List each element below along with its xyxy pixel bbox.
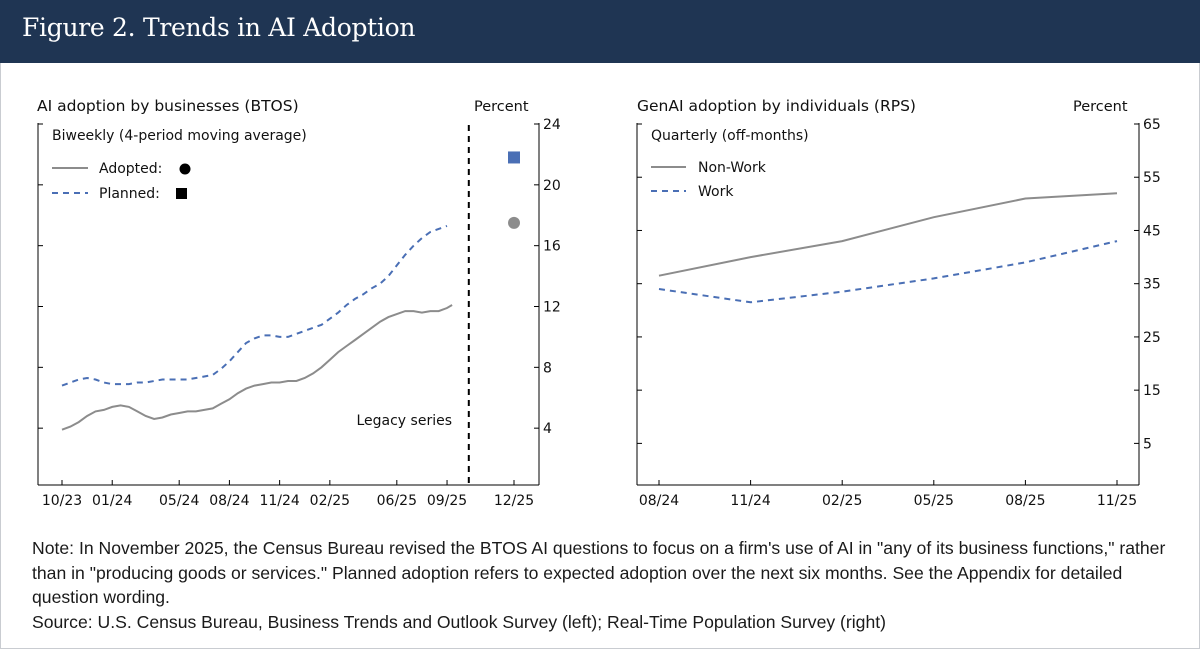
left-series-line-adopted (61, 304, 453, 431)
left-xtick-label: 08/24 (209, 493, 249, 509)
left-xtick-label: 09/25 (427, 493, 467, 509)
right-ytick-label: 35 (1143, 277, 1161, 293)
right-legend-nonwork-label: Non-Work (698, 160, 767, 176)
left-xtick-label: 05/24 (159, 493, 199, 509)
adopted-revised-point (508, 216, 520, 229)
figure-notes: Note: In November 2025, the Census Burea… (32, 536, 1182, 634)
right-xtick-label: 05/25 (914, 493, 954, 509)
left-xtick-label: 12/25 (494, 493, 534, 509)
left-legend-adopted-label: Adopted: (99, 161, 162, 177)
left-xtick-label: 06/25 (377, 493, 417, 509)
left-legend-adopted-marker (179, 163, 191, 175)
left-ytick-label: 16 (543, 239, 561, 255)
left-plot-area: 4 8 12 16 20 24 10/23 01/24 05/24 08/24 11/24 02/25… (37, 117, 561, 509)
left-xtick-label: 02/25 (310, 493, 350, 509)
right-chart-title: GenAI adoption by individuals (RPS) (637, 97, 916, 115)
left-legend-title: Biweekly (4-period moving average) (52, 128, 307, 144)
figure-header: Figure 2. Trends in AI Adoption (0, 0, 1200, 63)
charts-area: AI adoption by businesses (BTOS) Percent… (37, 97, 1161, 509)
left-chart-ylabel: Percent (474, 99, 529, 115)
left-chart: AI adoption by businesses (BTOS) Percent… (37, 97, 561, 509)
right-ytick-label: 65 (1143, 117, 1161, 133)
left-ytick-label: 20 (543, 178, 561, 194)
figure-source: Source: U.S. Census Bureau, Business Tre… (32, 611, 887, 632)
legacy-series-annotation: Legacy series (356, 413, 452, 429)
planned-revised-point (508, 151, 520, 164)
left-xtick-label: 01/24 (92, 493, 132, 509)
left-series-line-planned (61, 224, 448, 387)
right-ytick-label: 45 (1143, 223, 1161, 239)
right-ytick-label: 55 (1143, 170, 1161, 186)
right-plot-area: 5 15 25 35 45 55 65 08/24 11/24 02/25 05/25 08/25 11… (636, 117, 1161, 509)
left-legend-planned-label: Planned: (99, 186, 160, 202)
right-legend-title: Quarterly (off-months) (651, 128, 809, 144)
right-legend-work-label: Work (698, 184, 734, 200)
right-series-line-work (658, 240, 1118, 304)
right-series-line-nonwork (658, 192, 1118, 277)
left-xtick-label: 10/23 (42, 493, 82, 509)
right-ytick-label: 5 (1143, 436, 1152, 452)
right-ytick-label: 25 (1143, 330, 1161, 346)
left-xtick-label: 11/24 (259, 493, 299, 509)
right-xtick-label: 02/25 (822, 493, 862, 509)
figure-title: Figure 2. Trends in AI Adoption (22, 13, 416, 42)
right-ytick-label: 15 (1143, 383, 1161, 399)
left-ytick-label: 4 (543, 421, 552, 437)
right-xtick-label: 11/25 (1097, 493, 1137, 509)
right-chart: GenAI adoption by individuals (RPS) Perc… (636, 97, 1161, 509)
left-ytick-label: 8 (543, 360, 552, 376)
right-xtick-label: 08/24 (639, 493, 679, 509)
right-xtick-label: 11/24 (730, 493, 770, 509)
left-ytick-label: 12 (543, 300, 561, 316)
left-chart-title: AI adoption by businesses (BTOS) (37, 97, 299, 115)
right-xtick-label: 08/25 (1005, 493, 1045, 509)
figure-note: Note: In November 2025, the Census Burea… (32, 538, 1166, 608)
right-chart-ylabel: Percent (1073, 99, 1128, 115)
left-legend-planned-marker (176, 188, 187, 199)
left-ytick-label: 24 (543, 117, 561, 133)
